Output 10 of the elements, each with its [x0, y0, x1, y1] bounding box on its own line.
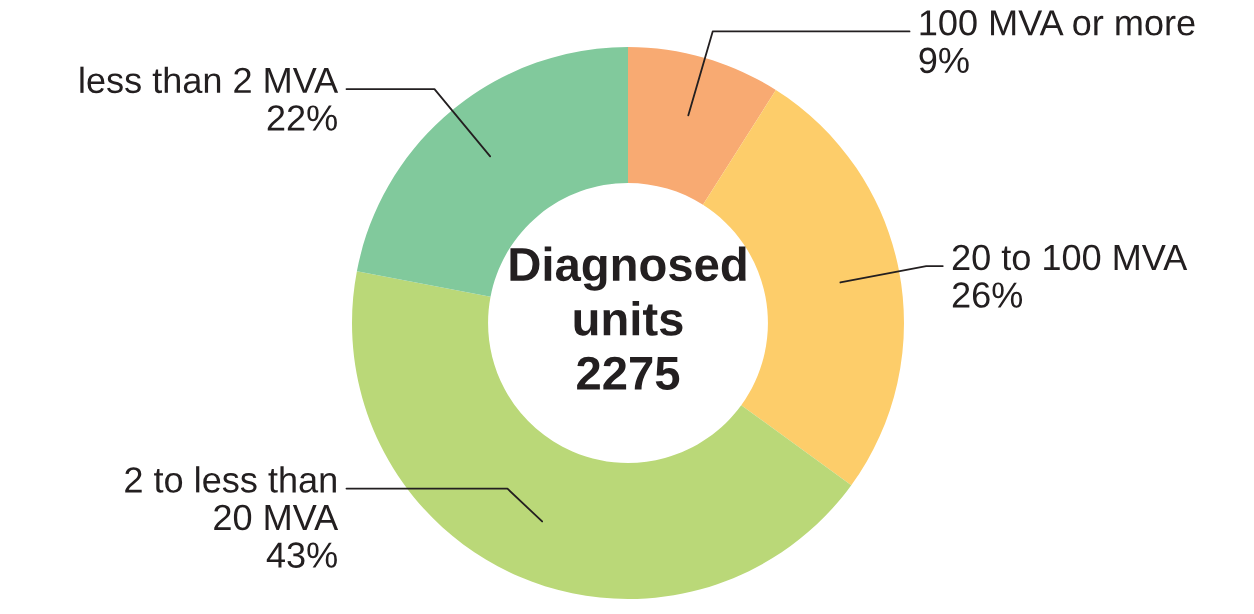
slice-label: less than 2 MVA	[80, 66, 339, 94]
data-label: 9%	[919, 47, 969, 74]
data-label: 26%	[952, 282, 1023, 308]
slice-label: 2 to less than 20 MVA	[125, 466, 339, 531]
data-label: 43%	[266, 542, 337, 568]
donut-slice	[628, 47, 776, 205]
slice-label: 20 to 100 MVA	[952, 244, 1188, 271]
text: Diagnosed units 2275	[510, 246, 746, 391]
slice-label: 100 MVA or more	[920, 10, 1195, 36]
data-label: 22%	[267, 105, 337, 131]
